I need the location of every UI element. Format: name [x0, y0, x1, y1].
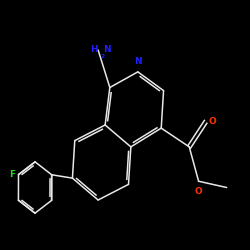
- Text: O: O: [208, 118, 216, 126]
- Text: N: N: [134, 57, 142, 66]
- Text: H: H: [90, 46, 98, 54]
- Text: N: N: [103, 46, 111, 54]
- Text: F: F: [9, 170, 15, 179]
- Text: 2: 2: [100, 54, 104, 59]
- Text: O: O: [195, 187, 202, 196]
